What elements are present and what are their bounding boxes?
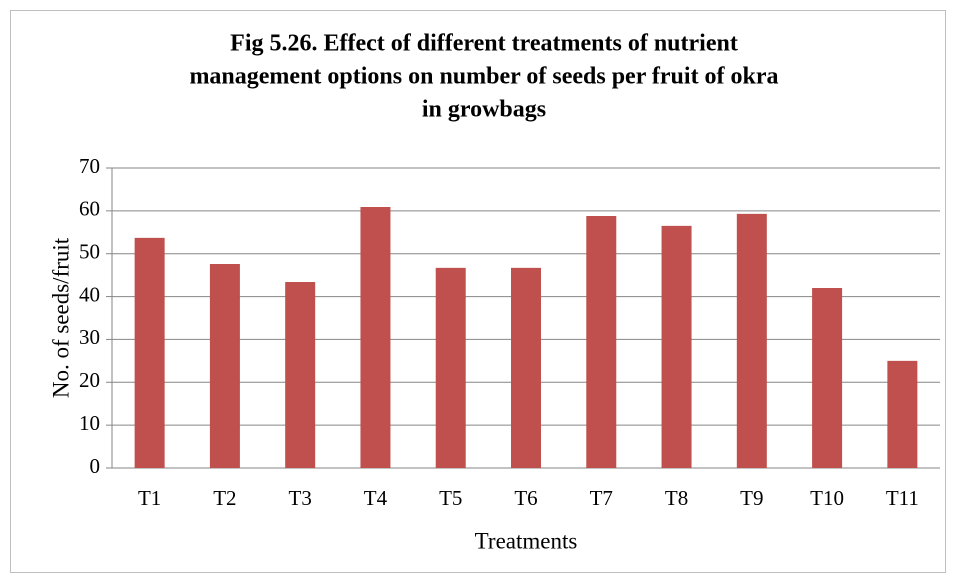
chart-border bbox=[10, 10, 946, 573]
bar bbox=[812, 288, 843, 468]
bar bbox=[887, 360, 918, 468]
bar bbox=[435, 267, 466, 468]
y-tick-label: 40 bbox=[79, 282, 100, 306]
bar bbox=[134, 237, 165, 468]
x-tick-label: T6 bbox=[514, 486, 537, 510]
x-axis-title: Treatments bbox=[475, 528, 578, 553]
bar bbox=[209, 264, 240, 468]
y-tick-label: 0 bbox=[90, 454, 101, 478]
x-tick-label: T8 bbox=[665, 486, 688, 510]
y-tick-label: 30 bbox=[79, 325, 100, 349]
y-tick-label: 50 bbox=[79, 240, 100, 264]
y-tick-label: 10 bbox=[79, 411, 100, 435]
x-tick-label: T4 bbox=[364, 486, 388, 510]
bar bbox=[511, 267, 541, 468]
x-tick-label: T5 bbox=[439, 486, 462, 510]
x-tick-label: T1 bbox=[138, 486, 161, 510]
x-tick-label: T9 bbox=[740, 486, 763, 510]
bar bbox=[285, 282, 316, 468]
bar bbox=[360, 207, 391, 468]
y-tick-label: 70 bbox=[79, 154, 100, 178]
bar bbox=[736, 213, 767, 468]
y-axis-title: No. of seeds/fruit bbox=[48, 237, 73, 398]
chart-title: Fig 5.26. Effect of different treatments… bbox=[230, 31, 738, 57]
x-tick-label: T11 bbox=[886, 486, 919, 510]
x-tick-label: T10 bbox=[810, 486, 844, 510]
chart-title: management options on number of seeds pe… bbox=[189, 64, 778, 90]
chart-title: in growbags bbox=[422, 97, 546, 123]
x-tick-label: T2 bbox=[213, 486, 236, 510]
x-tick-label: T7 bbox=[590, 486, 613, 510]
y-tick-label: 60 bbox=[79, 197, 100, 221]
bar bbox=[586, 216, 617, 468]
bar bbox=[661, 225, 692, 468]
y-tick-label: 20 bbox=[79, 368, 100, 392]
x-tick-label: T3 bbox=[289, 486, 312, 510]
